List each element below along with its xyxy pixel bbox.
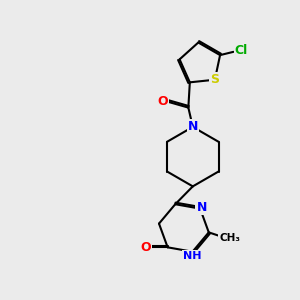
Text: CH₃: CH₃ <box>219 233 240 243</box>
Text: NH: NH <box>183 251 202 261</box>
Text: Cl: Cl <box>235 44 248 57</box>
Text: O: O <box>158 95 168 108</box>
Text: N: N <box>196 201 207 214</box>
Text: N: N <box>188 120 198 134</box>
Text: S: S <box>210 73 219 86</box>
Text: O: O <box>140 241 151 254</box>
